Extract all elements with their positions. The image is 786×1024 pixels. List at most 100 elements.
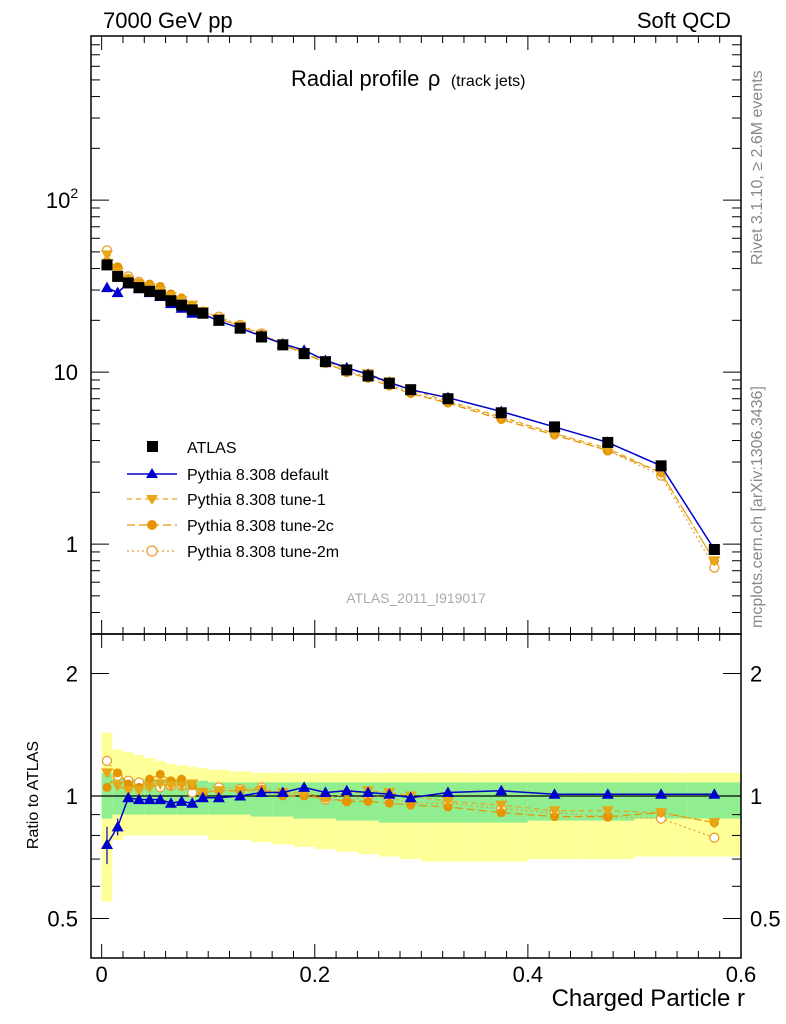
ratio-point-default <box>196 791 209 803</box>
ratio-series-default <box>100 781 721 850</box>
ratio-point-default <box>319 786 332 797</box>
ratio-point-default <box>186 797 199 808</box>
ratio-y-tick-label-right: 1 <box>750 784 762 809</box>
main-title-symbol: ρ <box>428 66 441 91</box>
point-atlas <box>442 393 454 405</box>
point-atlas <box>405 384 417 396</box>
ratio-point-tune1 <box>212 786 225 797</box>
point-atlas <box>122 277 134 289</box>
point-atlas <box>197 307 209 319</box>
ratio-point-tune1 <box>154 779 167 791</box>
point-default <box>111 286 124 298</box>
ratio-line-tune2m <box>106 760 715 839</box>
point-atlas <box>213 314 225 326</box>
main-panel <box>100 245 721 573</box>
x-tick-label: 0.4 <box>513 962 544 987</box>
point-atlas <box>234 322 246 334</box>
ratio-point-tune1 <box>132 786 145 797</box>
series-atlas <box>101 259 720 555</box>
ratio-point-tune2c <box>145 774 155 784</box>
point-atlas <box>255 331 267 343</box>
ratio-point-default <box>255 786 268 797</box>
side-label-top: Rivet 3.1.10, ≥ 2.6M events <box>749 70 766 265</box>
ratio-point-tune1 <box>122 786 135 797</box>
band-inner-bin <box>165 779 177 815</box>
watermark: ATLAS_2011_I919017 <box>346 590 486 606</box>
ratio-point-default <box>601 788 614 799</box>
ratio-point-default <box>143 793 156 805</box>
ratio-point-tune2c <box>155 769 165 779</box>
point-atlas <box>176 299 188 311</box>
point-atlas <box>549 421 561 433</box>
ratio-y-tick-label-right: 0.5 <box>750 907 781 932</box>
header-left: 7000 GeV pp <box>103 8 233 33</box>
ratio-point-tune2c <box>384 798 394 808</box>
point-atlas <box>319 356 331 368</box>
legend-entry-tune2m: Pythia 8.308 tune-2m <box>127 544 339 561</box>
ratio-point-tune1 <box>186 779 199 791</box>
ratio-point-tune1 <box>100 768 113 779</box>
ratio-point-tune1 <box>441 796 454 808</box>
ratio-point-tune1 <box>495 800 508 812</box>
ratio-point-default <box>212 791 225 803</box>
ratio-y-tick-label: 2 <box>66 661 78 686</box>
ratio-point-default <box>655 788 668 799</box>
legend-marker-tune1 <box>146 495 158 505</box>
ratio-point-tune1 <box>175 781 188 792</box>
legend-entry-tune2c: Pythia 8.308 tune-2c <box>127 518 334 535</box>
legend-entry-default: Pythia 8.308 default <box>127 467 329 484</box>
point-atlas <box>277 339 289 351</box>
ratio-point-default <box>298 781 311 792</box>
ratio-point-default <box>164 797 177 808</box>
series-line-tune2c <box>106 260 715 562</box>
point-atlas <box>144 285 156 297</box>
ratio-point-default <box>708 788 721 799</box>
ratio-point-tune2m <box>709 832 720 843</box>
legend-label-tune1: Pythia 8.308 tune-1 <box>187 492 326 509</box>
point-atlas <box>495 407 507 419</box>
series-default <box>100 276 721 554</box>
main-y-tick-exponent: 2 <box>70 185 78 201</box>
main-y-tick-label: 1 <box>66 532 78 557</box>
ratio-point-default <box>340 784 353 796</box>
ratio-point-tune2c <box>406 800 416 810</box>
point-atlas <box>186 304 198 316</box>
legend-marker-tune2c <box>147 520 157 530</box>
ratio-point-tune2c <box>342 796 352 806</box>
legend-entry-atlas: ATLAS <box>147 440 237 457</box>
ratio-point-default <box>122 791 135 803</box>
point-atlas <box>133 282 145 294</box>
point-atlas <box>383 377 395 389</box>
point-atlas <box>341 364 353 376</box>
main-y-tick-label: 102 <box>46 185 78 213</box>
ratio-point-default <box>132 793 145 805</box>
point-default <box>100 281 113 293</box>
ratio-point-tune2m <box>101 755 113 766</box>
ratio-line-tune1 <box>106 772 715 824</box>
ratio-point-tune1 <box>111 781 124 792</box>
main-y-tick-base: 1 <box>66 532 78 557</box>
ratio-point-tune2c <box>113 768 123 778</box>
legend-marker-atlas <box>147 441 158 452</box>
ratio-point-tune1 <box>708 818 721 829</box>
ratio-point-tune1 <box>548 806 561 817</box>
x-tick-label: 0 <box>96 962 108 987</box>
main-y-tick-label: 10 <box>54 360 78 385</box>
point-atlas <box>655 460 667 472</box>
ratio-point-default <box>404 791 417 803</box>
point-tune1 <box>708 556 721 567</box>
legend: ATLAS Pythia 8.308 default Pythia 8.308 … <box>127 440 339 561</box>
ratio-y-tick-label: 0.5 <box>47 907 78 932</box>
point-atlas <box>101 259 113 271</box>
ratio-y-tick-label-right: 2 <box>750 661 762 686</box>
legend-label-default: Pythia 8.308 default <box>187 467 329 484</box>
ratio-point-default <box>276 786 289 797</box>
ratio-ylabel: Ratio to ATLAS <box>25 741 42 849</box>
main-title-text: Radial profile <box>291 66 419 91</box>
ratio-point-default <box>362 786 375 797</box>
main-title: Radial profile ρ (track jets) <box>291 66 526 91</box>
series-line-default <box>106 282 715 550</box>
ratio-point-tune1 <box>601 806 614 817</box>
point-tune1 <box>100 250 113 261</box>
ratio-point-default <box>441 786 454 797</box>
